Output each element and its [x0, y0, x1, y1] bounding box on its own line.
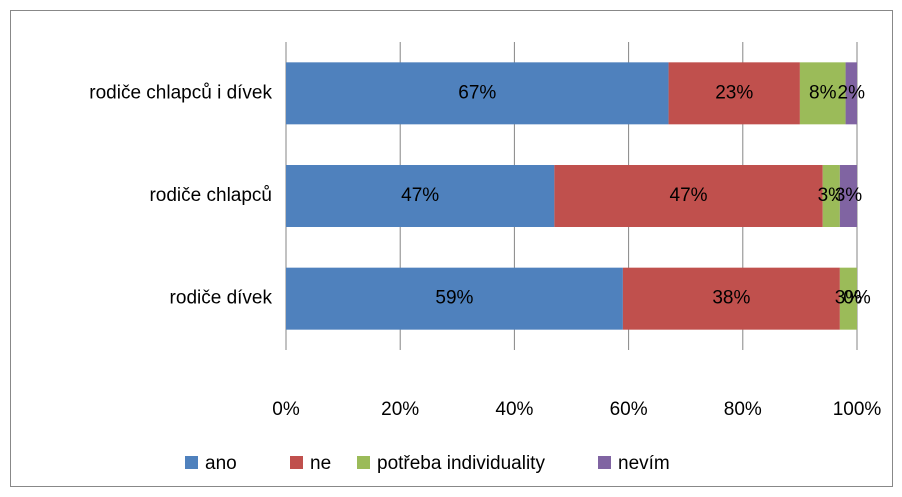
y-tick-label: rodiče chlapců	[149, 185, 272, 206]
legend-swatch	[598, 456, 611, 469]
x-tick-label: 40%	[495, 399, 533, 420]
x-tick-label: 100%	[833, 399, 882, 420]
legend-label: ne	[310, 453, 331, 474]
bar-segment	[554, 165, 823, 227]
data-label: 67%	[458, 82, 496, 103]
data-label: 23%	[715, 82, 753, 103]
legend-label: potřeba individuality	[377, 453, 545, 474]
data-label: 47%	[401, 185, 439, 206]
x-tick-label: 60%	[610, 399, 648, 420]
data-label: 3%	[835, 288, 863, 309]
bar-segment	[839, 165, 857, 227]
legend-label: ano	[205, 453, 237, 474]
bar-segment	[286, 165, 555, 227]
data-label: 59%	[435, 288, 473, 309]
data-label: 2%	[838, 82, 866, 103]
data-label: 47%	[670, 185, 708, 206]
x-tick-label: 80%	[724, 399, 762, 420]
y-tick-label: rodiče chlapců i dívek	[89, 82, 272, 103]
bar-segment	[286, 267, 623, 330]
y-tick-label: rodiče dívek	[170, 288, 273, 309]
legend-swatch	[185, 456, 198, 469]
x-tick-label: 0%	[272, 399, 300, 420]
x-tick-label: 20%	[381, 399, 419, 420]
bar-segment	[622, 267, 840, 330]
bar-segment	[822, 165, 840, 227]
data-label: 38%	[712, 288, 750, 309]
bar-segment	[286, 62, 669, 125]
legend-swatch	[357, 456, 370, 469]
data-label: 3%	[835, 185, 863, 206]
bar-segment	[668, 62, 800, 125]
legend-label: nevím	[618, 453, 670, 474]
legend-swatch	[290, 456, 303, 469]
bar-segment	[839, 267, 857, 330]
data-label: 8%	[809, 82, 837, 103]
data-label: 0%	[843, 288, 871, 309]
bar-segment	[799, 62, 846, 125]
bar-segment	[845, 62, 857, 125]
data-label: 3%	[818, 185, 846, 206]
